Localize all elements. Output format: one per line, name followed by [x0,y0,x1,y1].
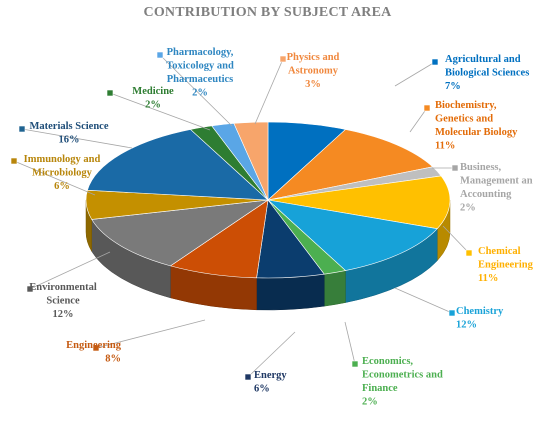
leader-line-7 [95,319,206,349]
leader-line-6 [247,331,296,378]
leader-line-9 [13,160,96,196]
slice-10 [87,129,269,201]
slice-label-6: Energy 6% [254,370,287,395]
slice-label-3: Chemical Engineering 11% [478,246,534,284]
label-marker-8 [26,285,34,293]
slice-label-8: Environmental Science 12% [29,282,97,320]
label-marker-10 [18,125,26,133]
slice-7 [169,199,269,279]
chart-title: CONTRIBUTION BY SUBJECT AREA [143,5,392,20]
label-marker-11 [106,89,114,97]
slice-8 [91,199,269,267]
slice-label-12: Pharmacology, Toxicology and Pharmaceutics… [166,47,234,99]
label-marker-1 [423,104,431,112]
leader-line-12 [159,54,233,127]
label-marker-7 [92,344,100,352]
leader-line-5 [344,321,356,365]
slice-label-11: Medicine 2% [132,86,174,111]
leader-line-0 [394,61,436,87]
slice-label-10: Materials Science 16% [29,121,108,146]
slice-label-4: Chemistry 12% [456,306,504,331]
slice-label-7: Engineering 8% [66,340,122,365]
slice-side-6 [256,273,325,311]
slice-label-5: Economics, Econometrics and Finance 2% [362,356,443,408]
slice-side-5 [323,270,346,307]
slice-label-0: Agricultural and Biological Sciences 7% [445,54,529,92]
slice-1 [266,129,434,201]
leader-line-1 [409,107,428,133]
label-marker-6 [244,373,252,381]
slice-label-9: Immunology and Microbiology 6% [24,154,101,192]
leader-line-11 [109,92,211,131]
label-marker-5 [351,360,359,368]
slice-label-13: Physics and Astronomy 3% [287,52,340,90]
slice-labels: Agricultural and Biological Sciences 7% Bio… [10,47,534,408]
label-marker-2 [451,164,459,172]
leader-line-8 [29,251,111,290]
pie-tops [85,121,451,279]
label-marker-9 [10,157,18,165]
leader-line-4 [394,287,453,314]
label-marker-3 [465,249,473,257]
slice-label-2: Business, Management an Accounting 2% [460,162,533,214]
slice-3 [267,175,451,230]
leader-lines [13,54,470,378]
slice-label-1: Biochemistry, Genetics and Molecular Biolo… [435,100,518,152]
label-marker-12 [156,51,164,59]
leader-line-3 [442,225,470,254]
leader-line-10 [21,128,133,149]
slice-13 [233,121,269,201]
leader-line-13 [254,58,284,125]
label-marker-0 [431,58,439,66]
slice-4 [267,199,438,271]
label-marker-4 [448,309,456,317]
label-marker-13 [279,55,287,63]
